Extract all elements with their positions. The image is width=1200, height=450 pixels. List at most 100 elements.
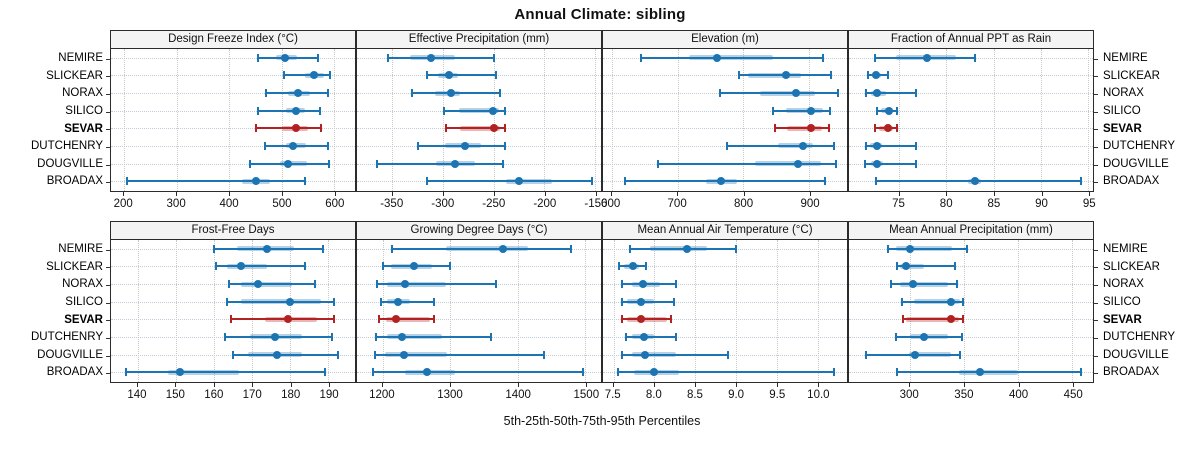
- x-gridline: [585, 240, 587, 382]
- whisker-cap: [582, 368, 585, 377]
- whisker-cap: [212, 244, 215, 253]
- whisker-cap: [875, 177, 878, 186]
- whisker-cap: [737, 71, 740, 80]
- x-gridline: [517, 240, 519, 382]
- whisker-cap: [1080, 368, 1083, 377]
- row-gridline: [849, 248, 1093, 250]
- site-label-nemire: NEMIRE: [1103, 243, 1148, 255]
- median-dot: [717, 177, 726, 186]
- median-dot: [272, 350, 281, 359]
- x-tick: [898, 192, 900, 196]
- x-tick-label: -350: [380, 198, 404, 210]
- whisker-cap: [961, 297, 964, 306]
- whisker-cap: [901, 297, 904, 306]
- x-tick-label: 1400: [505, 389, 531, 401]
- site-label-silico: SILICO: [1103, 104, 1141, 117]
- panel-strip-title: Elevation (m): [602, 30, 848, 49]
- x-tick: [612, 383, 614, 387]
- panel-strip-title: Effective Precipitation (mm): [356, 30, 602, 49]
- whisker-cap: [1079, 177, 1082, 186]
- median-dot: [461, 141, 470, 150]
- whisker-cap: [380, 297, 383, 306]
- x-tick: [381, 383, 383, 387]
- x-gridline: [946, 49, 948, 191]
- median-dot: [393, 297, 402, 306]
- whisker-cap: [672, 297, 675, 306]
- median-dot: [683, 244, 692, 253]
- x-tick: [946, 192, 948, 196]
- whisker-cap: [333, 297, 336, 306]
- whisker-cap: [317, 53, 320, 62]
- row-gridline: [111, 110, 355, 112]
- panel-fraction-ppt-rain: Fraction of Annual PPT as Rain: [848, 30, 1094, 192]
- y-tick: [106, 111, 110, 113]
- percentile-whisker-5-95: [227, 300, 335, 303]
- median-dot: [263, 244, 272, 253]
- whisker-cap: [886, 71, 889, 80]
- row-gridline: [849, 284, 1093, 286]
- whisker-cap: [894, 332, 897, 341]
- median-dot: [923, 53, 932, 62]
- row-gridline: [603, 336, 847, 338]
- whisker-cap: [214, 262, 217, 271]
- site-label-silico: SILICO: [1103, 295, 1141, 308]
- whisker-cap: [973, 53, 976, 62]
- x-gridline: [281, 49, 283, 191]
- whisker-cap: [915, 141, 918, 150]
- row-gridline: [111, 128, 355, 130]
- whisker-cap: [489, 332, 492, 341]
- whisker-cap: [336, 350, 339, 359]
- whisker-cap: [376, 159, 379, 168]
- whisker-cap: [230, 315, 233, 324]
- median-dot: [946, 315, 955, 324]
- site-label-sevar: SEVAR: [64, 122, 103, 135]
- y-tick: [1094, 249, 1098, 251]
- panel-plot-mean-annual-precipitation: [848, 240, 1094, 383]
- x-gridline: [493, 49, 495, 191]
- whisker-cap: [590, 177, 593, 186]
- percentile-whisker-5-95: [888, 247, 968, 250]
- x-axis-mean-annual-air-temperature: 7.5 8.0 8.5 9.0 9.5 10.0: [602, 383, 848, 407]
- percentiles-caption: 5th-25th-50th-75th-95th Percentiles: [503, 414, 701, 428]
- median-dot: [283, 159, 292, 168]
- median-dot: [400, 280, 409, 289]
- median-dot: [391, 315, 400, 324]
- whisker-cap: [391, 244, 394, 253]
- panel-strip-title: Mean Annual Air Temperature (°C): [602, 221, 848, 240]
- panel-mean-annual-air-temperature: Mean Annual Air Temperature (°C): [602, 221, 848, 383]
- x-tick: [586, 383, 588, 387]
- whisker-cap: [966, 244, 969, 253]
- median-dot: [397, 332, 406, 341]
- x-tick-label: 350: [954, 389, 974, 401]
- row-gridline: [603, 284, 847, 286]
- y-tick: [1094, 76, 1098, 78]
- y-tick: [106, 182, 110, 184]
- percentile-whisker-5-95: [444, 109, 505, 112]
- y-tick: [106, 146, 110, 148]
- y-tick: [1094, 267, 1098, 269]
- percentile-whisker-5-95: [657, 162, 837, 165]
- whisker-cap: [865, 89, 868, 98]
- median-dot: [806, 106, 815, 115]
- whisker-cap: [821, 53, 824, 62]
- x-gridline: [613, 240, 615, 382]
- x-tick-label: 180: [281, 389, 301, 401]
- row-gridline: [603, 266, 847, 268]
- y-tick: [106, 58, 110, 60]
- y-tick: [106, 249, 110, 251]
- whisker-cap: [961, 315, 964, 324]
- percentile-whisker-5-95: [865, 162, 917, 165]
- whisker-cap: [624, 332, 627, 341]
- percentile-whisker-5-95: [903, 318, 963, 321]
- whisker-cap: [373, 350, 376, 359]
- percentile-whisker-5-95: [381, 300, 435, 303]
- x-tick-label: 600: [601, 198, 621, 210]
- y-tick: [106, 267, 110, 269]
- y-tick: [106, 302, 110, 304]
- whisker-cap: [326, 141, 329, 150]
- x-tick: [677, 192, 679, 196]
- whisker-cap: [445, 124, 448, 133]
- axis-spacer: [0, 192, 110, 216]
- panel-strip-title: Fraction of Annual PPT as Rain: [848, 30, 1094, 49]
- whisker-cap: [542, 350, 545, 359]
